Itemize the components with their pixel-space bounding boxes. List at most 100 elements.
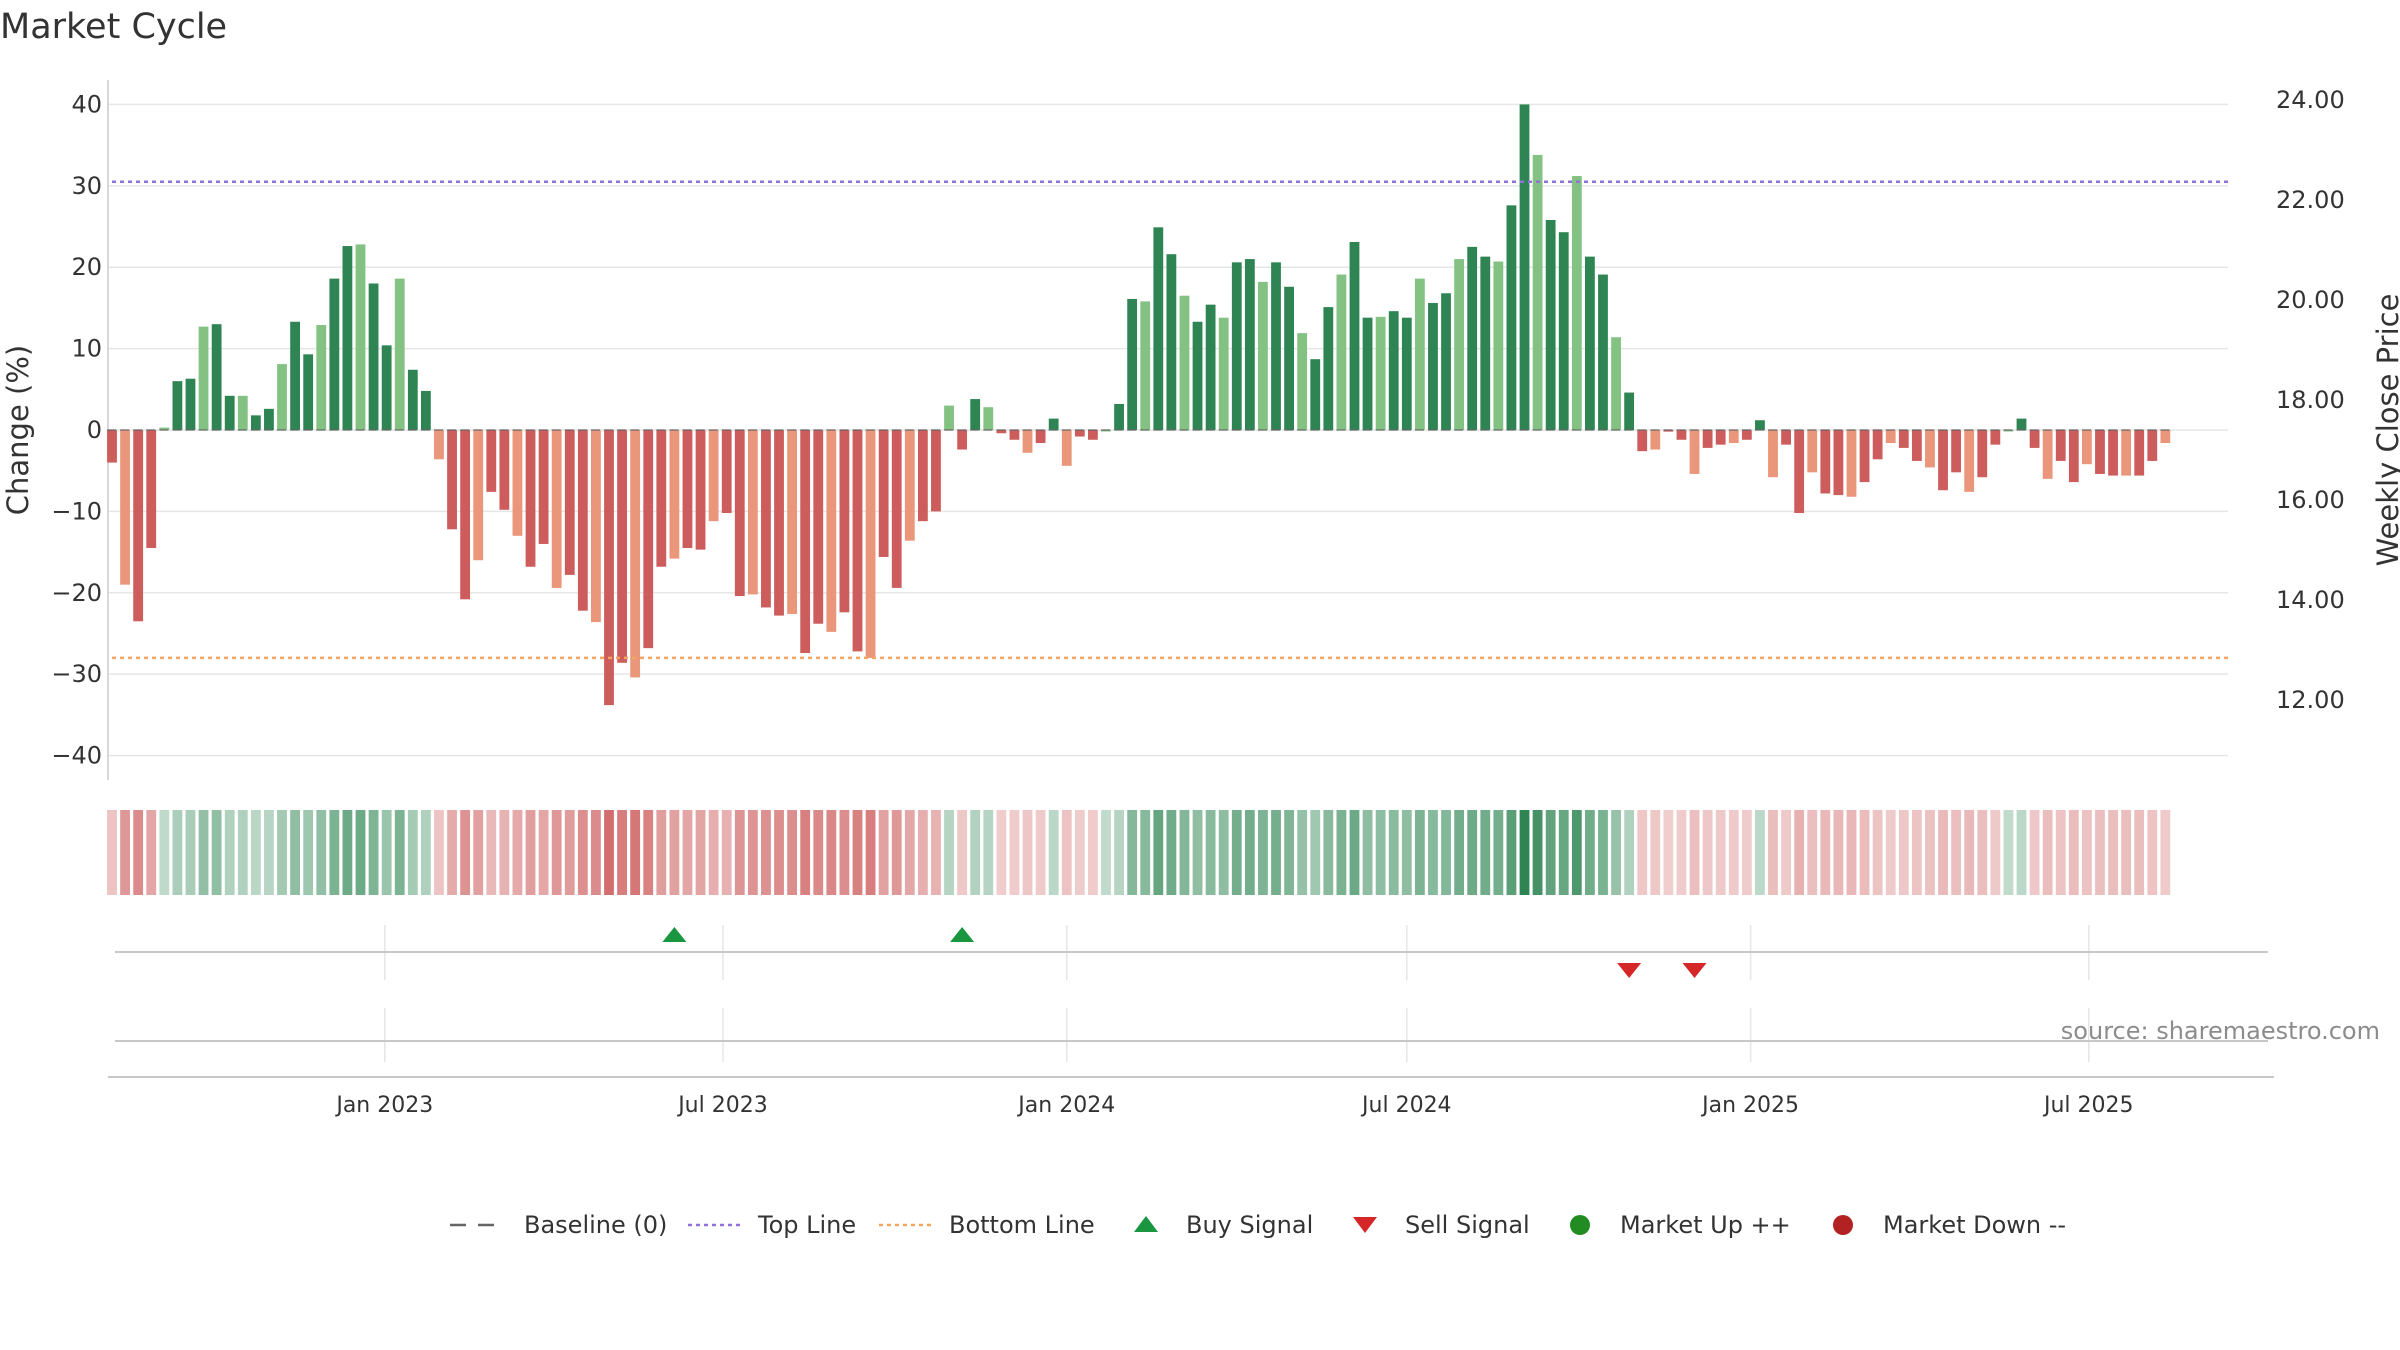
bar: [734, 430, 745, 597]
strength-cell: [2108, 810, 2118, 895]
strength-cell: [499, 810, 510, 895]
strength-cell: [355, 810, 366, 895]
y-tick-label: −30: [51, 660, 102, 688]
bar: [525, 430, 536, 567]
bar: [1794, 430, 1805, 514]
bar: [1571, 176, 1582, 430]
strength-cell: [1336, 810, 1347, 895]
strength-cell: [1140, 810, 1151, 895]
strength-cell: [577, 810, 588, 895]
bar: [604, 430, 614, 706]
bar: [316, 325, 327, 430]
strength-cell: [1584, 810, 1595, 895]
y2-axis-title: Weekly Close Price: [2371, 294, 2400, 567]
bar: [826, 430, 837, 632]
strength-cell: [1911, 810, 1922, 895]
strength-cell: [1794, 810, 1805, 895]
y-tick-label: −20: [51, 579, 102, 607]
bar: [1584, 256, 1595, 430]
strength-cell: [2029, 810, 2040, 895]
bar: [944, 405, 954, 430]
strength-cell: [342, 810, 353, 895]
bar: [1101, 430, 1111, 432]
y2-tick-label: 18.00: [2276, 386, 2345, 414]
y-tick-label: 20: [71, 253, 102, 281]
strength-cell: [1676, 810, 1687, 895]
y2-tick-label: 16.00: [2276, 486, 2345, 514]
strength-cell: [761, 810, 771, 895]
strength-cell: [1702, 810, 1713, 895]
strength-cell: [1480, 810, 1491, 895]
bar: [1192, 321, 1203, 430]
bar: [1624, 392, 1635, 430]
y-axis-title: Change (%): [1, 345, 35, 515]
bar: [1127, 298, 1138, 430]
strength-cell: [996, 810, 1007, 895]
bar: [1872, 430, 1883, 460]
bar: [1388, 311, 1399, 430]
strength-cell: [159, 810, 170, 895]
strength-cell: [1925, 810, 1935, 895]
strength-cell: [1938, 810, 1948, 895]
strength-cell: [264, 810, 274, 895]
bar: [1271, 262, 1281, 430]
bar: [669, 430, 680, 559]
strength-cell: [1964, 810, 1975, 895]
strength-cell: [787, 810, 798, 895]
strength-cell: [800, 810, 811, 895]
strength-cell: [2068, 810, 2079, 895]
bar: [394, 278, 405, 430]
strength-cell: [1048, 810, 1059, 895]
bar: [107, 430, 117, 463]
strength-cell: [1323, 810, 1334, 895]
strength-cell: [1728, 810, 1739, 895]
strength-cell: [591, 810, 601, 895]
bar: [2042, 430, 2053, 479]
bar: [2147, 430, 2158, 461]
legend-label: Baseline (0): [524, 1211, 667, 1239]
bar: [1885, 430, 1896, 444]
bar: [447, 430, 457, 530]
legend-label: Bottom Line: [949, 1211, 1095, 1239]
bar: [1951, 430, 1962, 473]
bar: [381, 345, 392, 430]
strength-cell: [1244, 810, 1255, 895]
x-axis: Jan 2023 Jul 2023 Jan 2024 Jul 2024 Jan 2025…: [108, 1076, 2274, 1118]
bar: [1310, 359, 1321, 430]
strength-cell: [1166, 810, 1177, 895]
bar: [120, 430, 130, 585]
strength-cell: [1074, 810, 1085, 895]
strength-cell: [1127, 810, 1138, 895]
strength-cell: [1284, 810, 1294, 895]
bar: [2121, 430, 2132, 476]
strength-cell: [1545, 810, 1556, 895]
strength-cell: [1885, 810, 1896, 895]
strength-cell: [891, 810, 902, 895]
bar: [1428, 303, 1438, 430]
strength-cell: [1493, 810, 1504, 895]
strength-cell: [551, 810, 562, 895]
strength-cell: [486, 810, 497, 895]
bar: [146, 430, 157, 549]
bar: [904, 430, 915, 541]
bar: [1519, 104, 1530, 430]
legend-market-down-swatch: [1833, 1215, 1853, 1235]
strength-cell: [512, 810, 523, 895]
strength-cell: [1990, 810, 2001, 895]
bar: [407, 369, 418, 430]
bar: [1820, 430, 1831, 494]
strength-cell: [917, 810, 928, 895]
strength-cell: [1375, 810, 1386, 895]
legend-label: Top Line: [757, 1211, 856, 1239]
strength-cell: [290, 810, 301, 895]
strength-cell: [1977, 810, 1988, 895]
strength-cell: [1310, 810, 1321, 895]
strength-cell: [420, 810, 431, 895]
reference-lines: [112, 180, 2228, 660]
strength-cell: [774, 810, 784, 895]
bar: [1676, 430, 1687, 440]
strength-cell: [1388, 810, 1399, 895]
bar: [1846, 430, 1857, 497]
legend-market-up-swatch: [1570, 1215, 1590, 1235]
bar: [185, 378, 196, 430]
